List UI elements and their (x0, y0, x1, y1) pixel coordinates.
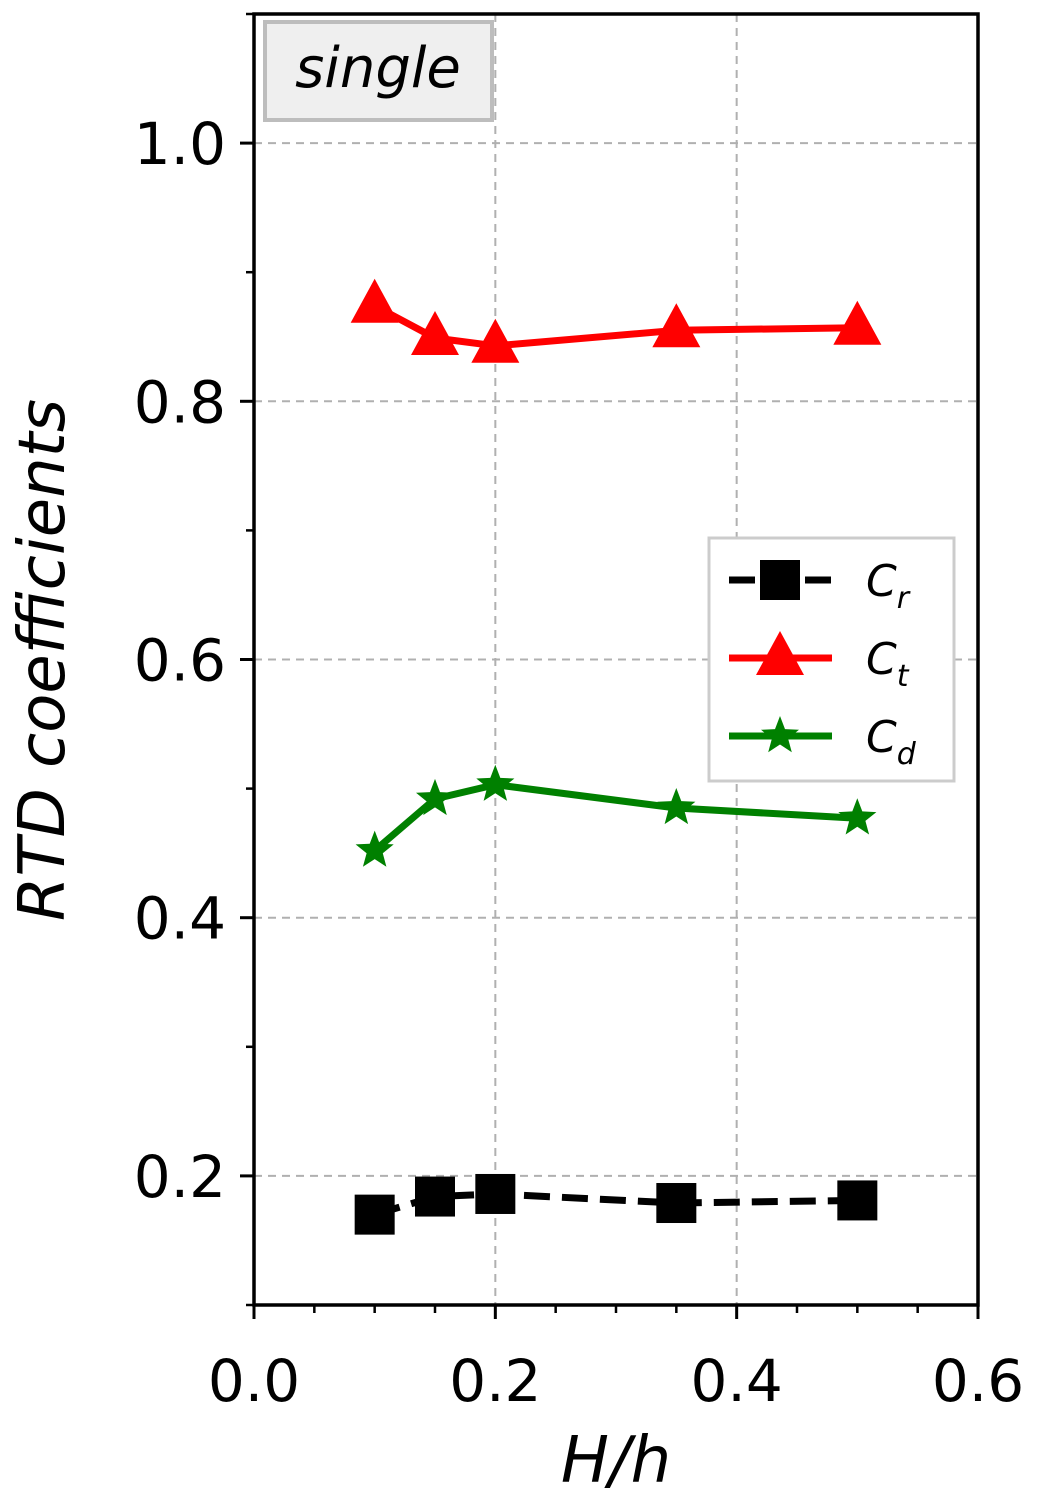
x-tick-label: 0.2 (449, 1347, 541, 1415)
data-point-c-d (657, 788, 696, 825)
annotation-box: single (263, 20, 494, 122)
data-point-c-t (833, 300, 882, 345)
y-tick-label: 1.0 (134, 110, 226, 178)
y-axis-title: RTD coefficients (6, 399, 80, 921)
annotation-text: single (295, 36, 461, 101)
data-point-c-r (415, 1176, 455, 1217)
y-tick-label: 0.4 (134, 885, 226, 953)
data-point-c-r (656, 1183, 697, 1224)
data-point-c-t (652, 303, 701, 348)
annotation-background (263, 20, 494, 122)
data-point-c-r (354, 1194, 395, 1235)
y-tick-label: 0.8 (134, 368, 226, 436)
x-tick-label: 0.6 (932, 1347, 1024, 1415)
data-point-c-r (475, 1173, 516, 1214)
x-tick-label: 0.0 (208, 1347, 300, 1415)
data-point-c-d (838, 798, 877, 835)
data-point-c-d (476, 764, 515, 801)
legend-marker-c-r (760, 560, 800, 600)
y-tick-label: 0.2 (134, 1143, 226, 1211)
data-point-c-d (355, 830, 394, 867)
legend-marker-c-d (761, 716, 799, 753)
tick-layer: 0.0 0.2 0.4 0.6 0.2 0.4 0.6 0.8 1.0 (134, 12, 1024, 1415)
legend-marker-c-t (756, 631, 804, 675)
data-point-c-t (350, 278, 399, 323)
x-axis-title: H/h (561, 1424, 671, 1498)
y-tick-label: 0.6 (134, 627, 226, 695)
data-point-c-t (411, 311, 459, 356)
series-layer (350, 278, 882, 1235)
data-point-c-d (416, 778, 454, 816)
data-point-c-r (837, 1180, 878, 1221)
data-point-c-t (471, 318, 520, 363)
x-tick-label: 0.4 (691, 1347, 783, 1415)
